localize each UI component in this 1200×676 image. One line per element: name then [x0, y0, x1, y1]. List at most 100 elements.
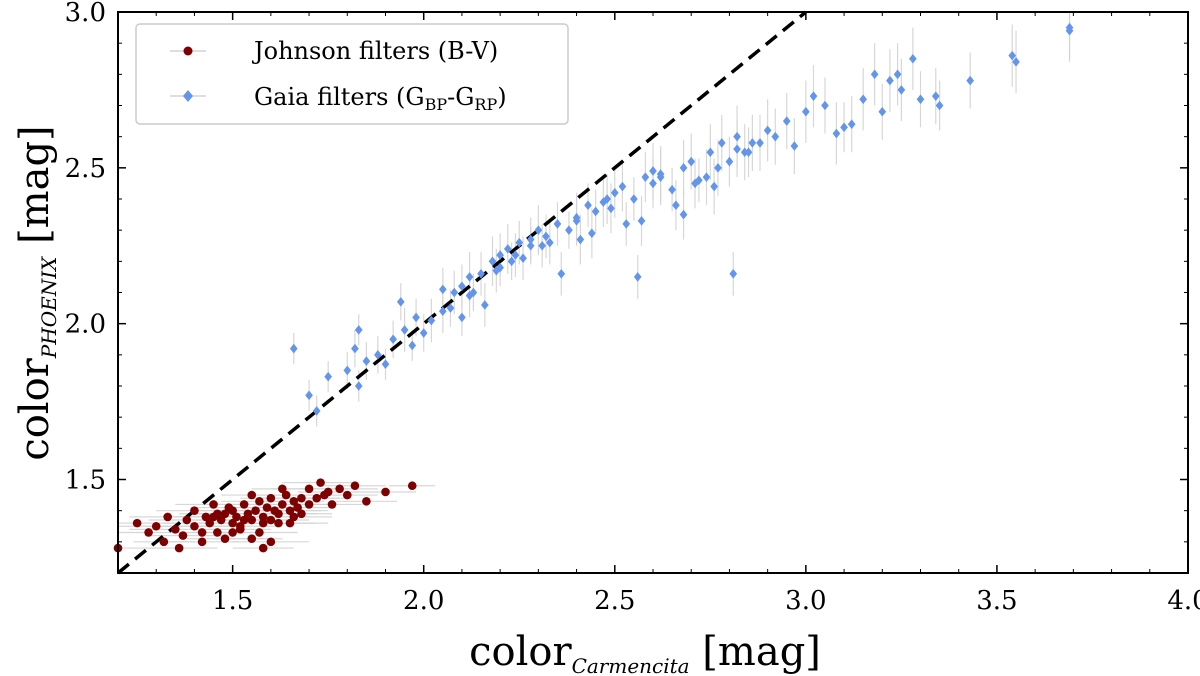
gaia-point — [534, 225, 543, 235]
johnson-point — [312, 493, 322, 503]
johnson-point — [171, 525, 180, 534]
gaia-point — [492, 265, 501, 276]
gaia-point — [465, 290, 474, 301]
x-tick-label: 4.0 — [1167, 586, 1200, 616]
johnson-point — [274, 509, 283, 519]
gaia-point — [610, 187, 619, 198]
gaia-point — [584, 200, 592, 211]
gaia-point — [351, 343, 359, 354]
gaia-point — [763, 125, 772, 136]
johnson-point — [266, 537, 276, 547]
gaia-point — [668, 184, 676, 195]
johnson-point — [316, 478, 325, 487]
y-axis-label: colorPHOENIX [mag] — [12, 125, 61, 460]
gaia-point — [649, 166, 657, 176]
gaia-point — [324, 371, 333, 382]
johnson-point — [144, 528, 153, 537]
gaia-point — [649, 178, 657, 189]
gaia-point — [607, 203, 615, 214]
johnson-point — [209, 500, 218, 509]
johnson-point — [293, 503, 302, 512]
johnson-point — [278, 484, 287, 494]
johnson-point — [239, 500, 249, 509]
reference-line-layer — [116, 10, 807, 575]
johnson-point — [205, 518, 215, 528]
y-tick-label: 1.5 — [65, 466, 106, 496]
gaia-point — [916, 94, 925, 105]
johnson-point — [255, 528, 264, 537]
johnson-point — [213, 528, 222, 537]
gaia-point — [542, 231, 550, 242]
gaia-point — [446, 303, 455, 313]
johnson-point — [258, 512, 268, 522]
gaia-point — [458, 312, 466, 323]
gaia-point — [603, 194, 611, 204]
gaia-point — [591, 206, 600, 217]
axis-ticks: 1.5 2.0 2.5 3.0 3.5 4.0 1.5 2.0 2.5 3.0 — [65, 0, 1200, 616]
johnson-point — [381, 487, 390, 497]
gaia-point — [438, 306, 447, 316]
gaia-point — [691, 178, 699, 189]
johnson-point — [182, 515, 192, 525]
gaia-point — [305, 390, 313, 401]
johnson-point — [163, 512, 172, 522]
johnson-point — [132, 518, 142, 528]
johnson-point — [232, 512, 241, 522]
gaia-point — [748, 138, 757, 148]
gaia-point — [507, 256, 516, 267]
gaia-point — [809, 91, 818, 101]
gaia-point — [374, 350, 382, 360]
gaia-point — [637, 216, 646, 226]
gaia-point — [633, 272, 642, 282]
gaia-point — [725, 156, 734, 167]
johnson-point — [220, 509, 230, 519]
x-axis-label-unit: [mag] — [690, 629, 821, 675]
johnson-point — [251, 506, 260, 515]
gaia-point — [477, 269, 485, 279]
johnson-point — [335, 484, 344, 494]
x-tick-label: 1.5 — [212, 586, 253, 616]
legend-gaia-label-b: BP — [425, 95, 448, 114]
gaia-point — [656, 172, 665, 182]
gaia-point — [672, 200, 680, 211]
johnson-point — [239, 515, 249, 525]
x-axis-label: colorCarmencita [mag] — [469, 629, 821, 676]
johnson-point — [278, 500, 287, 509]
johnson-point — [297, 493, 306, 503]
johnson-point — [197, 537, 207, 547]
gaia-point — [576, 234, 585, 245]
gaia-point — [886, 75, 894, 86]
gaia-point — [641, 172, 650, 182]
gaia-point — [412, 312, 420, 323]
gaia-point — [538, 240, 547, 251]
x-axis-label-main: color — [469, 629, 572, 675]
legend-gaia-marker — [183, 90, 193, 102]
gaia-point — [790, 141, 799, 151]
gaia-point — [572, 216, 581, 226]
gaia-point — [354, 325, 363, 335]
gaia-point — [618, 181, 627, 192]
y-tick-label: 2.0 — [65, 310, 106, 340]
gaia-point — [343, 365, 352, 376]
gaia-point — [702, 172, 711, 182]
gaia-point — [488, 256, 497, 267]
johnson-point — [262, 503, 272, 512]
gaia-point — [381, 359, 390, 369]
gaia-point — [408, 340, 417, 351]
gaia-point — [419, 328, 428, 338]
legend-gaia-label-d: RP — [474, 95, 497, 114]
johnson-point — [327, 500, 337, 509]
y-axis-label-sub: PHOENIX — [37, 256, 61, 359]
gaia-point — [354, 381, 363, 391]
gaia-point — [312, 406, 321, 416]
gaia-point — [630, 194, 638, 204]
johnson-point — [228, 528, 237, 537]
gaia-point — [733, 144, 741, 154]
gaia-point — [362, 356, 371, 366]
johnson-point — [289, 497, 299, 506]
legend-gaia-label-e: ) — [497, 83, 506, 111]
gaia-point — [519, 253, 527, 264]
johnson-point — [304, 500, 314, 509]
gaia-point — [389, 334, 397, 345]
y-axis-label-unit: [mag] — [12, 125, 58, 256]
